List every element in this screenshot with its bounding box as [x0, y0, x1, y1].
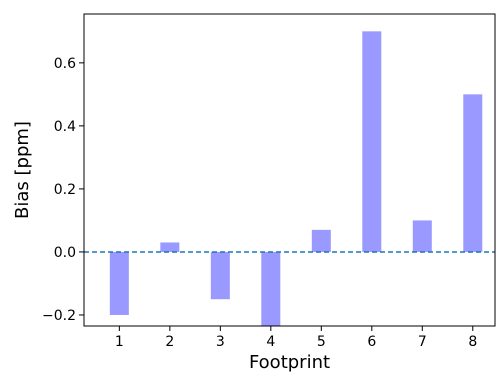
y-axis-label: Bias [ppm]	[12, 121, 33, 219]
x-axis-label: Footprint	[249, 352, 330, 372]
x-tick-label: 5	[317, 334, 326, 350]
x-tick-label: 8	[468, 334, 477, 350]
x-tick-label: 1	[115, 334, 124, 350]
x-tick-label: 7	[418, 334, 427, 350]
bar-footprint-4	[261, 251, 281, 326]
x-tick-label: 2	[165, 334, 174, 350]
bar-footprint-8	[463, 94, 483, 252]
y-tick-label: 0.4	[54, 119, 76, 135]
y-tick-label: −0.2	[42, 308, 76, 324]
bar-footprint-6	[362, 31, 382, 252]
y-axis-ticks: −0.2 0.0 0.2 0.4 0.6	[42, 56, 84, 324]
bar-footprint-7	[412, 220, 432, 252]
x-tick-label: 6	[367, 334, 376, 350]
y-tick-label: 0.6	[54, 56, 76, 72]
bars-group	[109, 31, 483, 326]
y-tick-label: 0.2	[54, 182, 76, 198]
x-axis-ticks: 1 2 3 4 5 6 7 8	[115, 326, 477, 350]
bar-footprint-2	[160, 242, 180, 252]
bar-footprint-3	[210, 251, 230, 300]
y-tick-label: 0.0	[54, 245, 76, 261]
x-tick-label: 4	[266, 334, 275, 350]
plot-frame	[83, 13, 496, 327]
bar-footprint-5	[311, 229, 331, 252]
bar-footprint-1	[109, 251, 129, 315]
x-tick-label: 3	[216, 334, 225, 350]
